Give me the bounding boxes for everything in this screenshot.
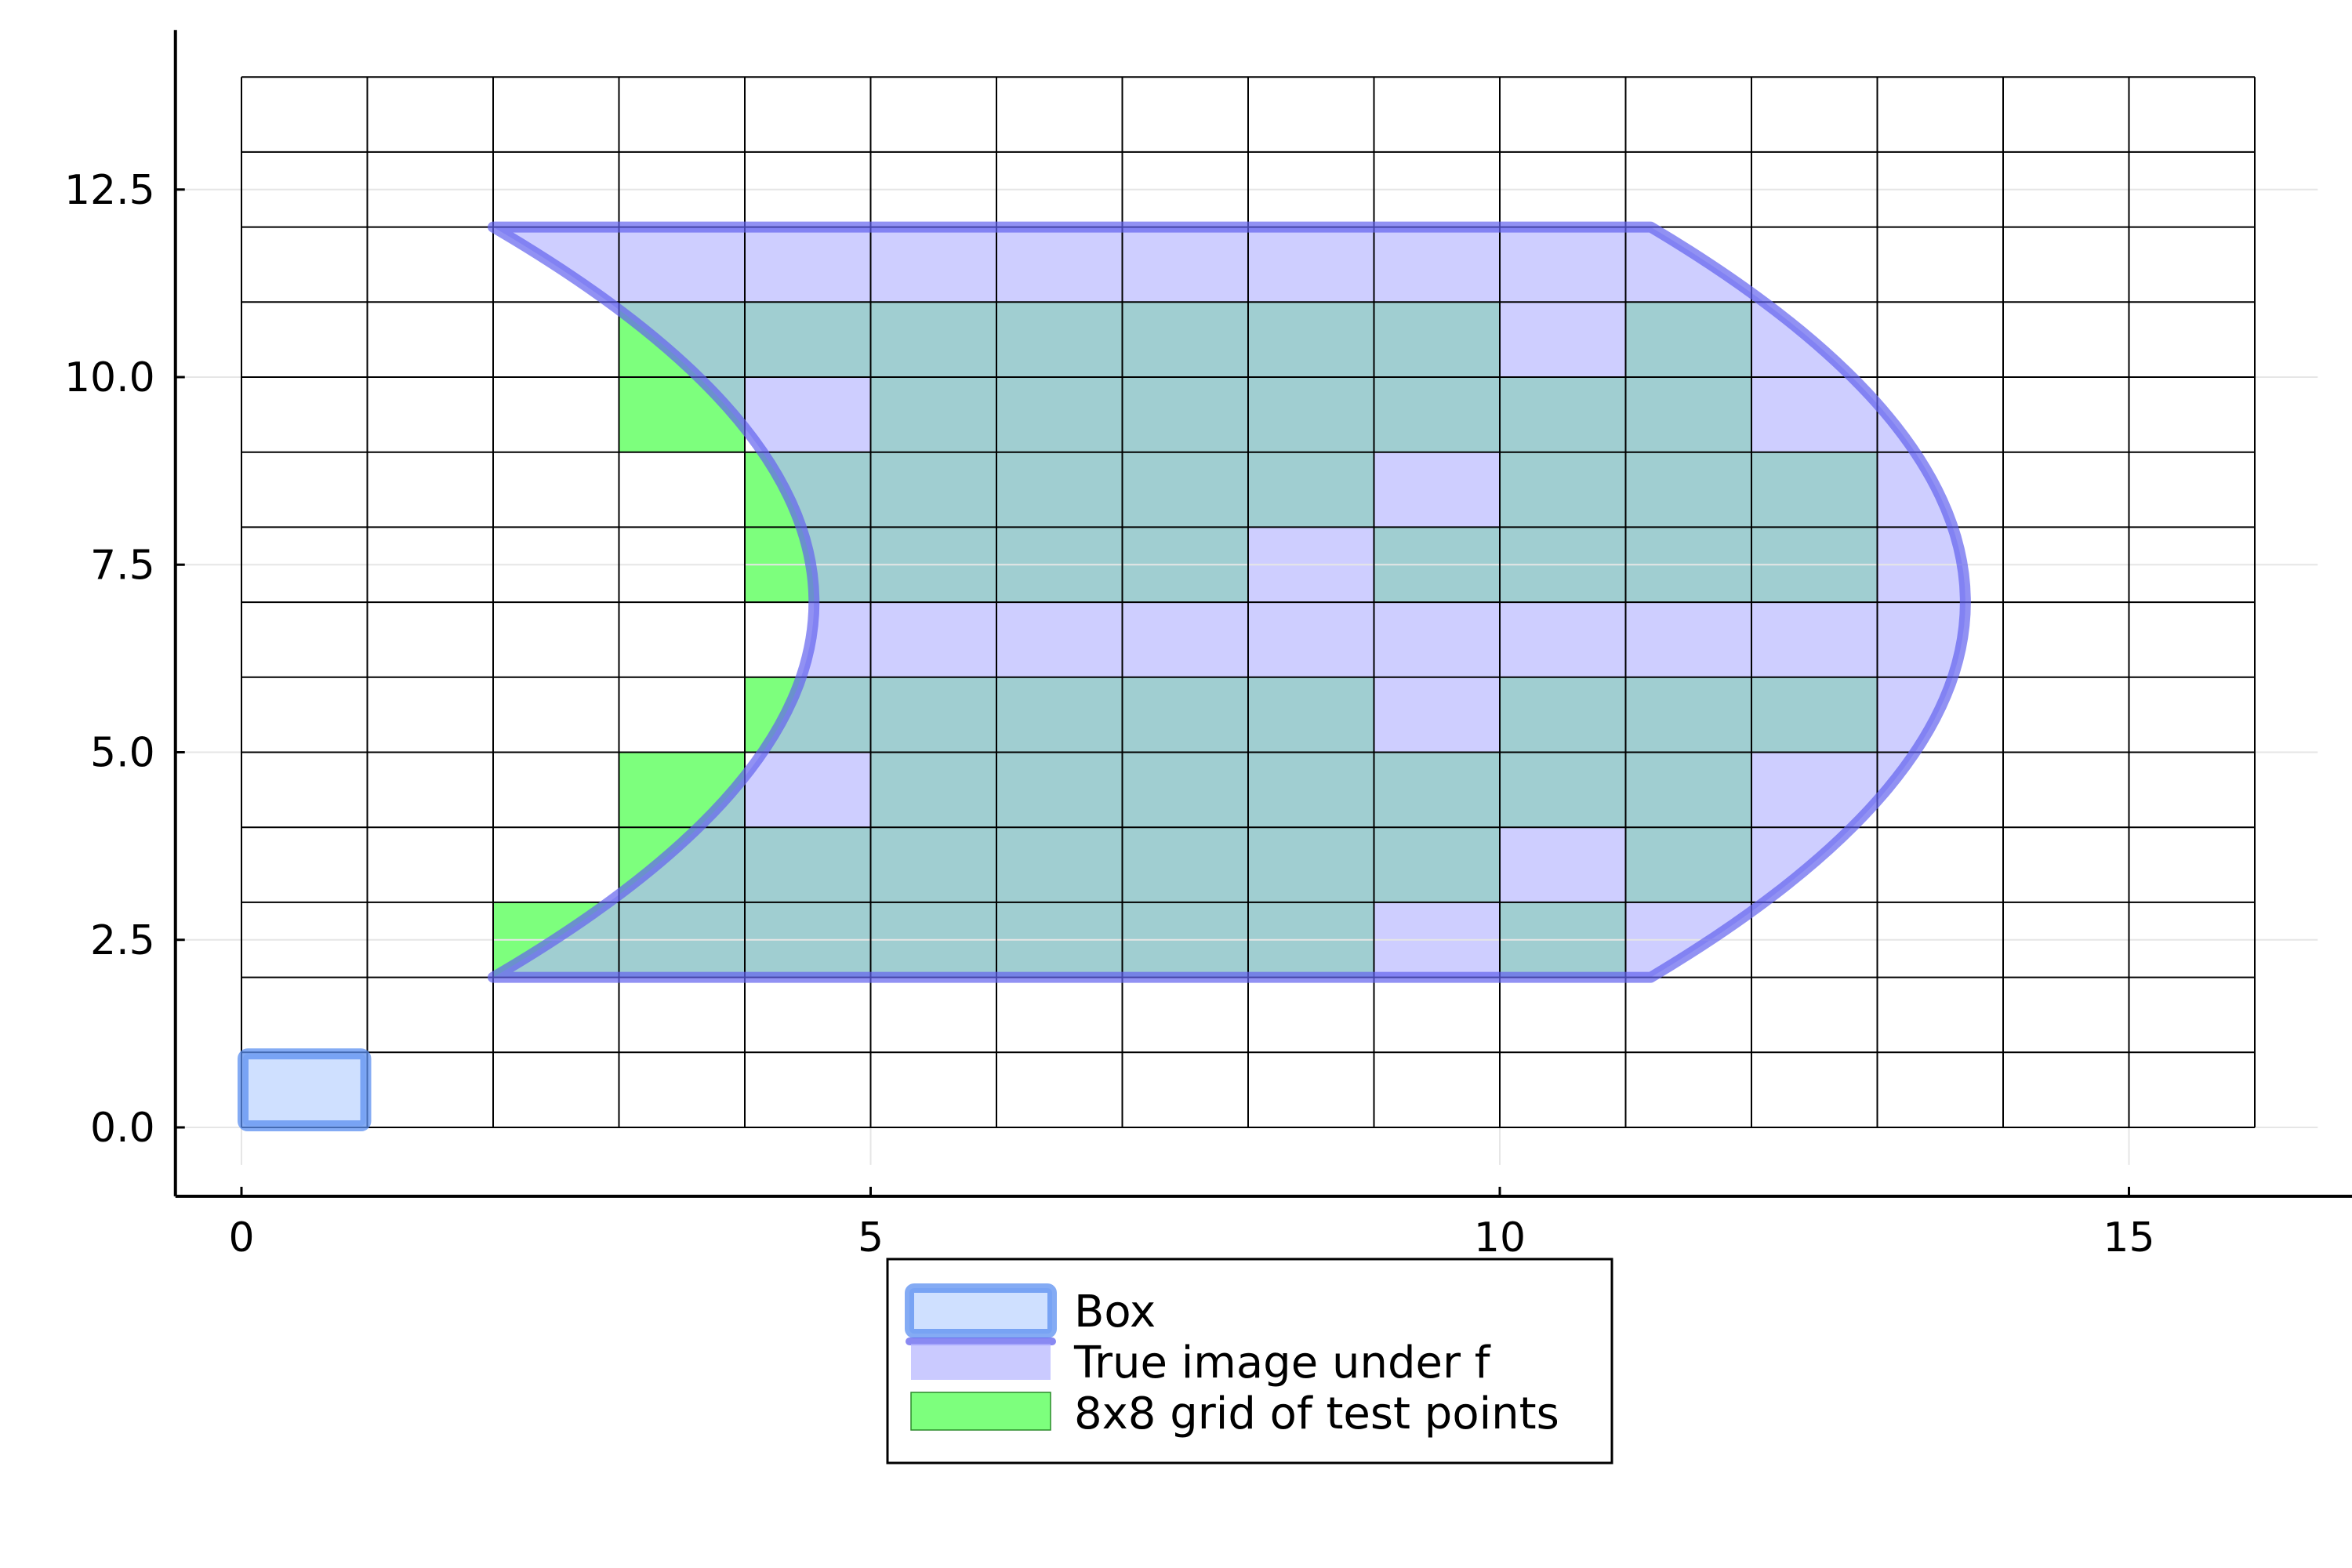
legend-label-test-points: 8x8 grid of test points: [1074, 1388, 1559, 1439]
x-tick-label: 10: [1474, 1214, 1526, 1261]
legend-item-box: Box: [905, 1283, 1156, 1338]
x-tick-label: 15: [2103, 1214, 2154, 1261]
y-tick-label: 12.5: [64, 167, 155, 214]
y-tick-label: 5.0: [90, 730, 155, 777]
plot-area: 0 5 10 15 0.0 2.5 5.0 7.5 10.0 12.5: [64, 30, 2352, 1261]
box-region: [238, 1048, 372, 1132]
x-tick-label: 0: [228, 1214, 254, 1261]
y-tick-labels: 0.0 2.5 5.0 7.5 10.0 12.5: [64, 167, 185, 1152]
y-tick-label: 0.0: [90, 1105, 155, 1152]
axes: [173, 30, 2352, 1198]
y-tick-label: 7.5: [90, 542, 155, 589]
x-tick-label: 5: [858, 1214, 884, 1261]
true-image-outline: [488, 221, 1971, 983]
legend-swatch-box: [905, 1283, 1057, 1338]
y-tick-label: 10.0: [64, 354, 155, 401]
legend: Box True image under f 8x8 grid of test …: [886, 1258, 1613, 1465]
box-rect: [238, 1048, 372, 1132]
grid-lines: [178, 76, 2318, 1165]
legend-swatch-true-image: [911, 1344, 1051, 1380]
legend-label-true-image: True image under f: [1073, 1338, 1491, 1388]
legend-label-box: Box: [1074, 1287, 1156, 1338]
legend-item-test-points: 8x8 grid of test points: [910, 1388, 1559, 1439]
y-tick-label: 2.5: [90, 917, 155, 964]
legend-swatch-test-points: [910, 1392, 1051, 1431]
x-tick-labels: 0 5 10 15: [228, 1186, 2155, 1261]
legend-item-true-image: True image under f: [906, 1338, 1491, 1388]
